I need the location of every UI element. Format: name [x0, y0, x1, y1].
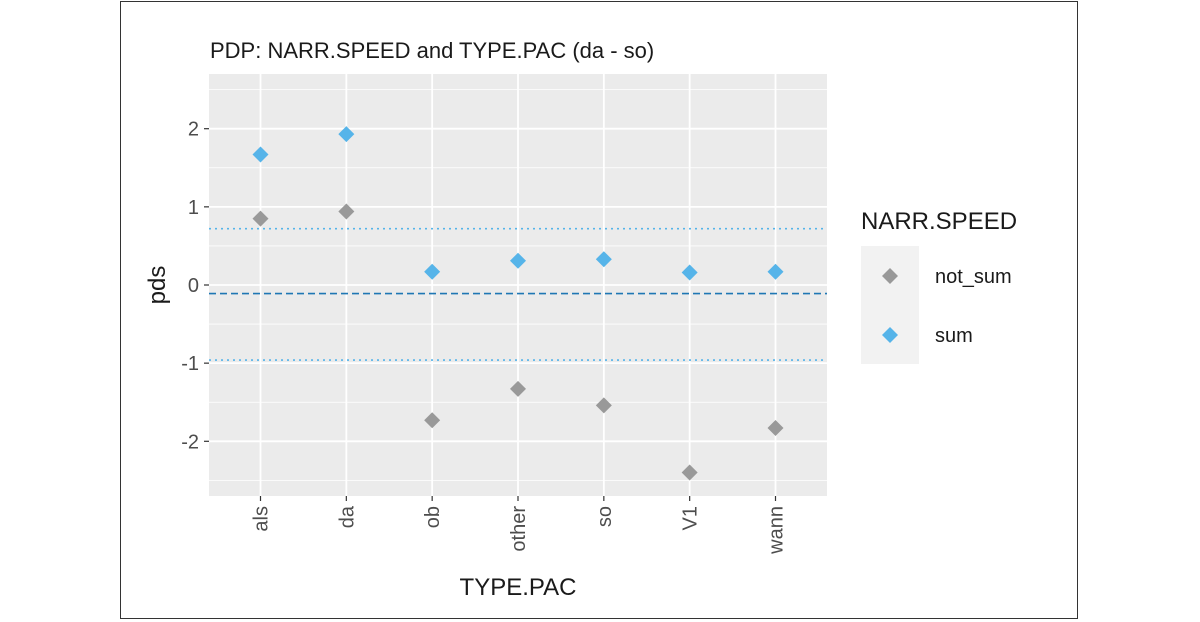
chart-title: PDP: NARR.SPEED and TYPE.PAC (da - so) [210, 38, 654, 63]
legend-label-not_sum: not_sum [935, 266, 1012, 288]
legend-key-not_sum [882, 268, 898, 284]
point-sum-so [595, 251, 612, 268]
y-tick-label: -2 [181, 431, 199, 453]
point-not_sum-wann [767, 420, 784, 437]
y-tick-label: 2 [188, 119, 199, 141]
x-tick-label: ob [422, 506, 444, 528]
y-tick-label: 0 [188, 275, 199, 297]
legend-key-sum [882, 327, 898, 343]
y-axis-title: pds [144, 266, 171, 305]
grid-major [209, 74, 827, 496]
x-tick-label: so [594, 506, 616, 527]
reference-lines [209, 227, 827, 361]
y-axis: 2 1 0 -1 -2 [181, 119, 209, 453]
point-not_sum-ob [424, 412, 441, 429]
legend-title: NARR.SPEED [861, 208, 1017, 235]
x-axis-title: TYPE.PAC [460, 574, 577, 601]
y-tick-label: 1 [188, 197, 199, 219]
data-points [252, 126, 784, 481]
x-tick-label: other [508, 506, 530, 552]
point-sum-ob [424, 263, 441, 280]
point-not_sum-da [338, 203, 355, 220]
x-tick-label: wann [766, 506, 788, 555]
x-axis: als da ob other so V1 wann [251, 496, 788, 555]
x-tick-label: da [336, 505, 358, 528]
point-not_sum-als [252, 210, 269, 227]
point-sum-da [338, 126, 355, 143]
legend-label-sum: sum [935, 325, 973, 347]
chart-frame: PDP: NARR.SPEED and TYPE.PAC (da - so) 2… [120, 1, 1078, 619]
x-tick-label: als [251, 506, 273, 532]
point-sum-wann [767, 263, 784, 280]
point-sum-V1 [681, 264, 698, 281]
x-tick-label: V1 [680, 506, 702, 530]
legend-key-background [861, 246, 919, 364]
point-sum-other [510, 252, 526, 269]
point-not_sum-V1 [681, 464, 698, 481]
y-tick-label: -1 [181, 353, 199, 375]
point-not_sum-so [595, 397, 612, 414]
chart-canvas: PDP: NARR.SPEED and TYPE.PAC (da - so) 2… [144, 38, 1017, 601]
point-not_sum-other [510, 380, 526, 397]
point-sum-als [252, 146, 269, 163]
